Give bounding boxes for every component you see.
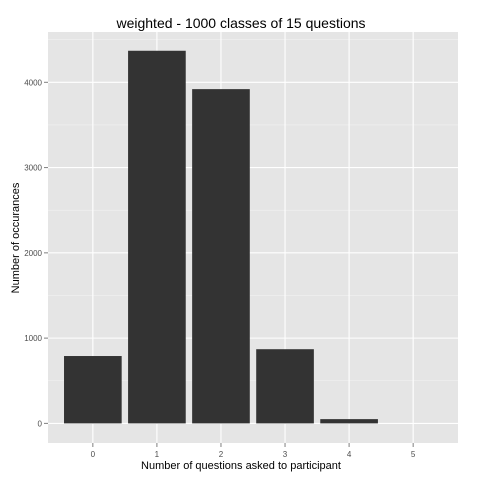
x-tick-label: 2 <box>219 450 224 459</box>
x-tick-label: 4 <box>347 450 352 459</box>
y-tick-label: 0 <box>38 419 43 428</box>
chart-title: weighted - 1000 classes of 15 questions <box>115 15 365 31</box>
x-tick-label: 5 <box>411 450 416 459</box>
bar-1 <box>128 50 186 424</box>
x-axis: 0 1 2 3 4 5 <box>91 443 416 459</box>
x-tick-label: 3 <box>283 450 288 459</box>
y-tick-label: 4000 <box>24 78 42 87</box>
x-tick-label: 0 <box>91 450 96 459</box>
y-tick-label: 2000 <box>24 249 42 258</box>
y-tick-label: 1000 <box>24 334 42 343</box>
bar-0 <box>64 356 122 424</box>
y-axis: 0 1000 2000 3000 4000 <box>24 78 48 428</box>
x-tick-label: 1 <box>155 450 160 459</box>
bar-2 <box>192 89 250 424</box>
bars <box>64 50 378 424</box>
y-axis-title: Number of occurances <box>10 182 22 293</box>
bar-3 <box>256 349 314 424</box>
x-axis-title: Number of questions asked to participant <box>141 460 341 472</box>
y-tick-label: 3000 <box>24 164 42 173</box>
bar-4 <box>320 419 378 424</box>
